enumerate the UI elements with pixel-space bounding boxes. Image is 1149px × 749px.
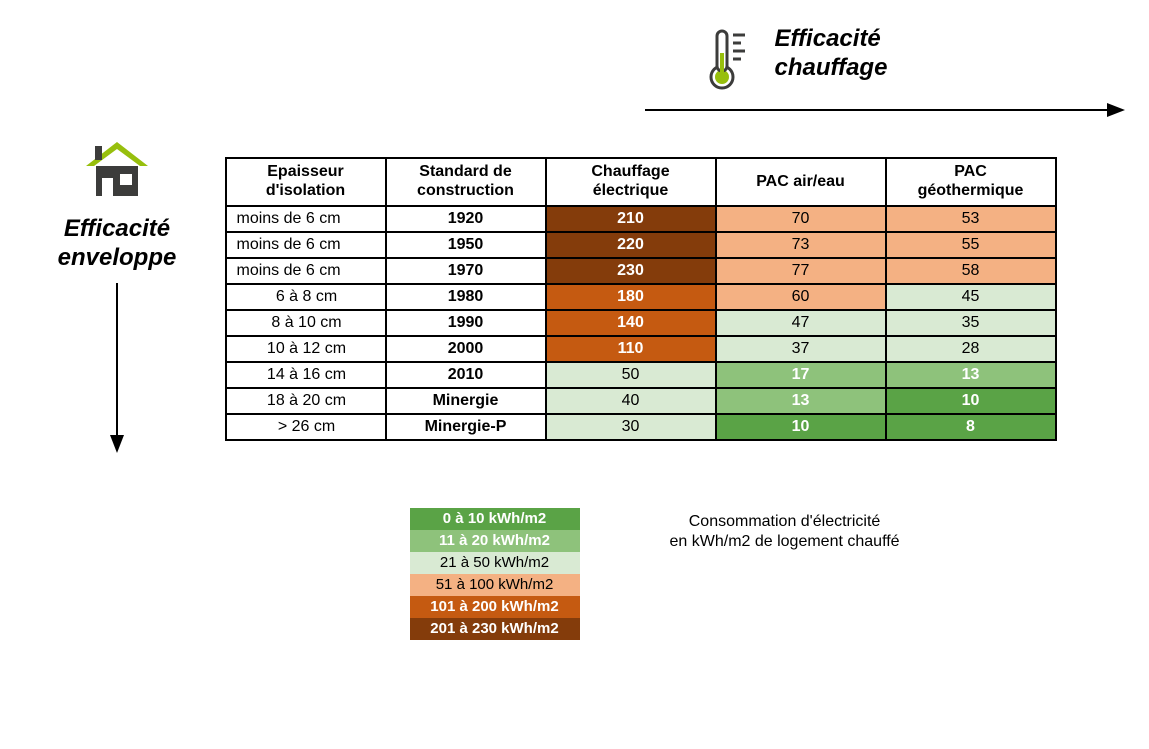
table-row: 18 à 20 cmMinergie401310 xyxy=(226,388,1056,414)
value-cell: 30 xyxy=(546,414,716,440)
table-row: moins de 6 cm19502207355 xyxy=(226,232,1056,258)
value-cell: 13 xyxy=(886,362,1056,388)
table-row: moins de 6 cm19202107053 xyxy=(226,206,1056,232)
arrow-down-icon xyxy=(107,283,127,458)
legend-swatch: 11 à 20 kWh/m2 xyxy=(410,530,580,552)
value-cell: 55 xyxy=(886,232,1056,258)
legend-swatch: 21 à 50 kWh/m2 xyxy=(410,552,580,574)
standard-cell: 1920 xyxy=(386,206,546,232)
legend-swatch: 201 à 230 kWh/m2 xyxy=(410,618,580,640)
color-legend: 0 à 10 kWh/m211 à 20 kWh/m221 à 50 kWh/m… xyxy=(410,508,580,640)
insulation-cell: > 26 cm xyxy=(226,414,386,440)
value-cell: 70 xyxy=(716,206,886,232)
standard-cell: Minergie xyxy=(386,388,546,414)
insulation-cell: moins de 6 cm xyxy=(226,258,386,284)
table-row: > 26 cmMinergie-P30108 xyxy=(226,414,1056,440)
caption-line1: Consommation d'électricité xyxy=(689,513,881,530)
value-cell: 17 xyxy=(716,362,886,388)
standard-cell: 1970 xyxy=(386,258,546,284)
table-header: PACgéothermique xyxy=(886,158,1056,206)
value-cell: 37 xyxy=(716,336,886,362)
value-cell: 40 xyxy=(546,388,716,414)
insulation-cell: moins de 6 cm xyxy=(226,232,386,258)
standard-cell: Minergie-P xyxy=(386,414,546,440)
table-header: PAC air/eau xyxy=(716,158,886,206)
arrow-right-icon xyxy=(645,100,1125,120)
house-icon xyxy=(82,140,152,205)
consumption-table: Epaisseurd'isolationStandard deconstruct… xyxy=(225,157,1057,441)
table-row: 10 à 12 cm20001103728 xyxy=(226,336,1056,362)
insulation-cell: 10 à 12 cm xyxy=(226,336,386,362)
insulation-cell: 6 à 8 cm xyxy=(226,284,386,310)
standard-cell: 1980 xyxy=(386,284,546,310)
envelope-label-line1: Efficacité xyxy=(64,215,170,242)
table-row: 8 à 10 cm19901404735 xyxy=(226,310,1056,336)
value-cell: 110 xyxy=(546,336,716,362)
value-cell: 58 xyxy=(886,258,1056,284)
table-header: Chauffageélectrique xyxy=(546,158,716,206)
value-cell: 210 xyxy=(546,206,716,232)
heating-label-line1: Efficacité xyxy=(775,25,881,52)
value-cell: 13 xyxy=(716,388,886,414)
value-cell: 77 xyxy=(716,258,886,284)
value-cell: 45 xyxy=(886,284,1056,310)
heating-label-line2: chauffage xyxy=(775,54,888,81)
value-cell: 8 xyxy=(886,414,1056,440)
value-cell: 60 xyxy=(716,284,886,310)
value-cell: 140 xyxy=(546,310,716,336)
insulation-cell: 14 à 16 cm xyxy=(226,362,386,388)
thermometer-icon xyxy=(705,25,755,95)
legend-swatch: 51 à 100 kWh/m2 xyxy=(410,574,580,596)
legend-swatch: 0 à 10 kWh/m2 xyxy=(410,508,580,530)
value-cell: 53 xyxy=(886,206,1056,232)
standard-cell: 1950 xyxy=(386,232,546,258)
value-cell: 180 xyxy=(546,284,716,310)
value-cell: 10 xyxy=(716,414,886,440)
standard-cell: 1990 xyxy=(386,310,546,336)
heating-efficiency-label: Efficacité chauffage xyxy=(775,25,888,83)
table-row: 6 à 8 cm19801806045 xyxy=(226,284,1056,310)
value-cell: 220 xyxy=(546,232,716,258)
value-cell: 35 xyxy=(886,310,1056,336)
envelope-efficiency-label: Efficacité enveloppe xyxy=(25,215,210,273)
table-row: moins de 6 cm19702307758 xyxy=(226,258,1056,284)
table-row: 14 à 16 cm2010501713 xyxy=(226,362,1056,388)
value-cell: 73 xyxy=(716,232,886,258)
table-header: Epaisseurd'isolation xyxy=(226,158,386,206)
table-caption: Consommation d'électricité en kWh/m2 de … xyxy=(670,508,900,554)
insulation-cell: moins de 6 cm xyxy=(226,206,386,232)
value-cell: 47 xyxy=(716,310,886,336)
legend-swatch: 101 à 200 kWh/m2 xyxy=(410,596,580,618)
insulation-cell: 8 à 10 cm xyxy=(226,310,386,336)
insulation-cell: 18 à 20 cm xyxy=(226,388,386,414)
standard-cell: 2010 xyxy=(386,362,546,388)
table-header: Standard deconstruction xyxy=(386,158,546,206)
value-cell: 50 xyxy=(546,362,716,388)
standard-cell: 2000 xyxy=(386,336,546,362)
value-cell: 28 xyxy=(886,336,1056,362)
caption-line2: en kWh/m2 de logement chauffé xyxy=(670,533,900,550)
value-cell: 230 xyxy=(546,258,716,284)
envelope-label-line2: enveloppe xyxy=(58,244,177,271)
value-cell: 10 xyxy=(886,388,1056,414)
